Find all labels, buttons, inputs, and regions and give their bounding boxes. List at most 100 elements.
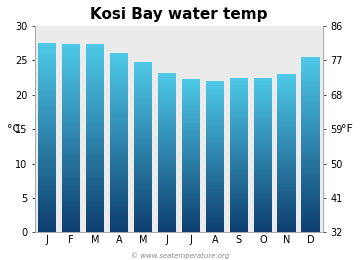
Bar — [253, 178, 272, 179]
Bar — [206, 193, 224, 194]
Bar — [38, 64, 57, 65]
Bar — [62, 175, 80, 176]
Bar — [253, 212, 272, 213]
Bar — [181, 225, 200, 226]
Bar — [253, 166, 272, 167]
Bar — [206, 152, 224, 153]
Bar — [206, 101, 224, 102]
Bar — [86, 55, 104, 56]
Bar — [278, 207, 296, 208]
Bar — [62, 111, 80, 112]
Bar — [110, 228, 129, 229]
Bar — [181, 201, 200, 202]
Bar — [181, 90, 200, 91]
Bar — [86, 44, 104, 45]
Bar — [278, 76, 296, 77]
Bar — [230, 145, 248, 146]
Bar — [38, 159, 57, 160]
Bar — [230, 227, 248, 228]
Bar — [110, 226, 129, 227]
Bar — [230, 121, 248, 122]
Bar — [110, 213, 129, 214]
Bar — [253, 174, 272, 175]
Bar — [206, 184, 224, 185]
Bar — [110, 148, 129, 149]
Bar — [278, 174, 296, 175]
Bar — [158, 139, 176, 140]
Bar — [86, 73, 104, 74]
Bar — [158, 131, 176, 132]
Bar — [253, 140, 272, 141]
Bar — [278, 220, 296, 222]
Bar — [110, 75, 129, 76]
Bar — [110, 143, 129, 144]
Bar — [110, 54, 129, 55]
Bar — [253, 228, 272, 229]
Bar — [110, 169, 129, 170]
Bar — [134, 73, 152, 74]
Bar — [301, 161, 320, 162]
Bar — [301, 231, 320, 232]
Bar — [110, 60, 129, 61]
Bar — [301, 148, 320, 149]
Bar — [38, 135, 57, 136]
Bar — [206, 121, 224, 122]
Bar — [86, 104, 104, 105]
Bar — [86, 148, 104, 149]
Bar — [38, 204, 57, 205]
Bar — [86, 101, 104, 102]
Bar — [301, 162, 320, 163]
Bar — [134, 106, 152, 107]
Bar — [181, 133, 200, 134]
Bar — [110, 73, 129, 74]
Bar — [230, 91, 248, 92]
Bar — [38, 210, 57, 211]
Bar — [62, 203, 80, 204]
Bar — [301, 223, 320, 224]
Bar — [181, 229, 200, 230]
Bar — [86, 88, 104, 89]
Bar — [110, 230, 129, 231]
Bar — [206, 168, 224, 169]
Bar — [230, 84, 248, 85]
Bar — [38, 141, 57, 142]
Bar — [253, 147, 272, 148]
Bar — [110, 206, 129, 207]
Bar — [62, 173, 80, 174]
Bar — [134, 151, 152, 152]
Bar — [181, 171, 200, 172]
Bar — [278, 222, 296, 223]
Bar — [62, 180, 80, 181]
Bar — [86, 199, 104, 200]
Bar — [62, 192, 80, 193]
Bar — [38, 217, 57, 218]
Bar — [181, 80, 200, 81]
Bar — [278, 121, 296, 122]
Bar — [181, 169, 200, 170]
Bar — [62, 88, 80, 89]
Bar — [230, 211, 248, 212]
Bar — [230, 129, 248, 130]
Bar — [158, 229, 176, 230]
Bar — [134, 146, 152, 147]
Bar — [38, 46, 57, 47]
Bar — [62, 181, 80, 182]
Bar — [301, 79, 320, 80]
Bar — [158, 82, 176, 83]
Bar — [86, 226, 104, 227]
Bar — [134, 204, 152, 205]
Bar — [86, 71, 104, 72]
Bar — [206, 165, 224, 166]
Bar — [301, 112, 320, 113]
Bar — [134, 167, 152, 168]
Bar — [206, 111, 224, 112]
Bar — [110, 118, 129, 119]
Bar — [301, 167, 320, 168]
Bar — [86, 57, 104, 58]
Bar — [110, 61, 129, 62]
Bar — [253, 134, 272, 135]
Bar — [206, 83, 224, 84]
Bar — [38, 225, 57, 226]
Bar — [206, 156, 224, 157]
Bar — [134, 208, 152, 209]
